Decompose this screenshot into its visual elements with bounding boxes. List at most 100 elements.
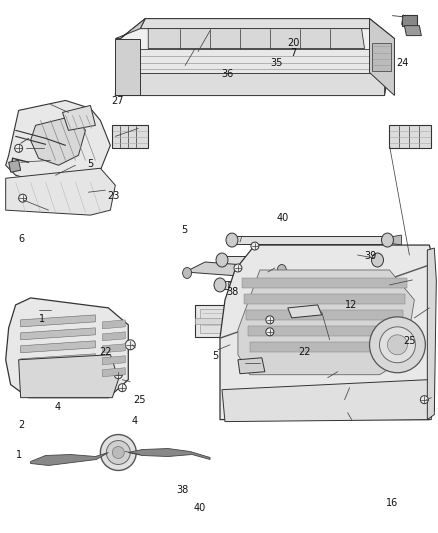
Polygon shape xyxy=(62,106,95,131)
Ellipse shape xyxy=(214,278,226,292)
Circle shape xyxy=(251,242,258,250)
Polygon shape xyxy=(402,15,417,26)
Polygon shape xyxy=(194,305,413,337)
Polygon shape xyxy=(102,332,125,341)
Text: 12: 12 xyxy=(344,300,356,310)
Polygon shape xyxy=(102,320,125,329)
Text: 2: 2 xyxy=(18,420,25,430)
Text: 38: 38 xyxy=(226,287,238,297)
Polygon shape xyxy=(18,355,118,398)
Polygon shape xyxy=(218,281,389,289)
Polygon shape xyxy=(247,326,400,336)
Polygon shape xyxy=(249,342,399,352)
Circle shape xyxy=(118,384,126,392)
Text: 23: 23 xyxy=(107,191,120,201)
Polygon shape xyxy=(6,168,115,215)
Polygon shape xyxy=(115,38,140,95)
Ellipse shape xyxy=(381,278,392,292)
Polygon shape xyxy=(200,309,409,333)
Text: 22: 22 xyxy=(298,346,311,357)
Circle shape xyxy=(265,328,273,336)
Circle shape xyxy=(233,264,241,272)
Circle shape xyxy=(369,317,424,373)
Polygon shape xyxy=(287,305,321,318)
Text: 25: 25 xyxy=(133,395,146,406)
Text: 25: 25 xyxy=(403,336,415,346)
Text: 5: 5 xyxy=(181,225,187,236)
Polygon shape xyxy=(237,358,264,374)
Polygon shape xyxy=(389,235,400,245)
Polygon shape xyxy=(222,379,431,422)
Polygon shape xyxy=(371,43,391,70)
Polygon shape xyxy=(237,270,413,375)
Polygon shape xyxy=(244,294,404,304)
Polygon shape xyxy=(21,328,95,340)
Text: 24: 24 xyxy=(396,59,408,68)
Text: 38: 38 xyxy=(176,485,188,495)
Polygon shape xyxy=(329,282,349,288)
Circle shape xyxy=(14,144,23,152)
Text: 40: 40 xyxy=(193,503,205,513)
Polygon shape xyxy=(241,278,406,288)
Text: 36: 36 xyxy=(221,69,233,79)
Polygon shape xyxy=(140,19,374,29)
Polygon shape xyxy=(115,72,384,95)
Polygon shape xyxy=(115,19,145,38)
Polygon shape xyxy=(21,315,95,327)
Polygon shape xyxy=(31,453,108,465)
Text: 39: 39 xyxy=(364,251,376,261)
Text: 40: 40 xyxy=(276,213,288,223)
Polygon shape xyxy=(6,298,128,398)
Polygon shape xyxy=(9,160,21,172)
Polygon shape xyxy=(426,248,435,419)
Polygon shape xyxy=(219,245,433,419)
Circle shape xyxy=(112,447,124,458)
Ellipse shape xyxy=(277,264,286,276)
Text: 5: 5 xyxy=(87,159,93,169)
Ellipse shape xyxy=(371,253,383,267)
Text: 5: 5 xyxy=(212,351,218,361)
Text: 20: 20 xyxy=(286,38,299,48)
Circle shape xyxy=(125,340,135,350)
Polygon shape xyxy=(102,344,125,353)
Text: 6: 6 xyxy=(18,234,25,244)
Circle shape xyxy=(114,371,122,379)
Ellipse shape xyxy=(215,253,227,267)
Polygon shape xyxy=(389,125,431,148)
Polygon shape xyxy=(185,262,284,278)
Text: 27: 27 xyxy=(111,95,124,106)
Polygon shape xyxy=(112,125,148,148)
Text: 1: 1 xyxy=(39,313,45,324)
Text: 35: 35 xyxy=(269,59,282,68)
Text: 4: 4 xyxy=(131,416,137,426)
Polygon shape xyxy=(245,310,403,320)
Polygon shape xyxy=(148,29,364,49)
Circle shape xyxy=(265,316,273,324)
Polygon shape xyxy=(102,356,125,365)
Ellipse shape xyxy=(381,233,392,247)
Text: 16: 16 xyxy=(385,498,398,508)
Circle shape xyxy=(378,327,414,363)
Ellipse shape xyxy=(182,268,191,278)
Text: 1: 1 xyxy=(16,450,22,460)
Ellipse shape xyxy=(226,233,237,247)
Polygon shape xyxy=(403,26,420,36)
Polygon shape xyxy=(102,368,125,377)
Circle shape xyxy=(387,335,406,355)
Circle shape xyxy=(100,434,136,471)
Circle shape xyxy=(18,194,27,202)
Polygon shape xyxy=(21,354,95,366)
Text: 22: 22 xyxy=(99,346,112,357)
Circle shape xyxy=(106,441,130,464)
Polygon shape xyxy=(128,449,209,459)
Polygon shape xyxy=(31,116,85,165)
Polygon shape xyxy=(120,49,384,72)
Text: 4: 4 xyxy=(54,402,60,413)
Polygon shape xyxy=(6,100,110,185)
Polygon shape xyxy=(115,19,394,95)
Polygon shape xyxy=(227,282,247,288)
Text: 7: 7 xyxy=(289,48,296,58)
Polygon shape xyxy=(219,256,378,264)
Polygon shape xyxy=(369,19,394,95)
Polygon shape xyxy=(194,318,413,324)
